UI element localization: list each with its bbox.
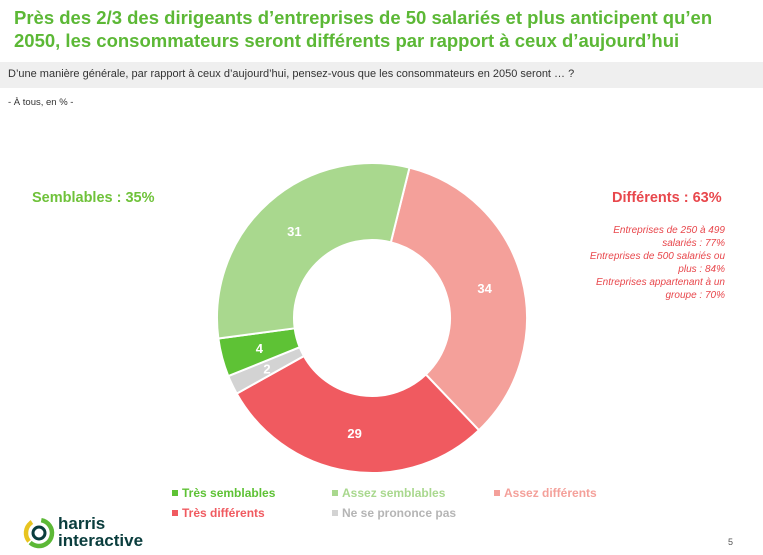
- donut-slice-assez-différents: [389, 166, 528, 432]
- note-line: Entreprises de 500 salariés ou: [589, 251, 725, 262]
- logo-text: harris interactive: [58, 515, 143, 549]
- data-label-ne-se-prononce-pas: 2: [263, 361, 270, 376]
- logo-line-1: harris: [58, 514, 106, 533]
- note-line: salariés : 77%: [662, 238, 725, 249]
- base-text: - À tous, en % -: [8, 97, 74, 108]
- legend-swatch: [332, 489, 338, 496]
- question-band: [0, 62, 763, 88]
- note-line: groupe : 70%: [665, 290, 726, 301]
- note-line: Entreprises de 250 à 499: [613, 225, 725, 236]
- donut-slice-assez-semblables: [216, 162, 411, 340]
- harris-logo-icon: [23, 517, 55, 549]
- data-label-très-différents: 29: [347, 426, 361, 441]
- note-line: Entreprises appartenant à un: [596, 277, 725, 288]
- note-line: plus : 84%: [678, 264, 725, 275]
- differents-summary: Différents : 63%: [612, 190, 722, 206]
- donut-slice-très-différents: [235, 354, 481, 474]
- legend-swatch: [332, 509, 338, 516]
- page-title: Près des 2/3 des dirigeants d’entreprise…: [14, 7, 713, 51]
- legend-swatch: [494, 489, 500, 496]
- differents-notes: Entreprises de 250 à 499 salariés : 77% …: [545, 224, 725, 302]
- legend-label: Assez différents: [504, 486, 597, 500]
- page-number: 5: [728, 537, 734, 547]
- legend-label: Très différents: [182, 506, 265, 520]
- data-label-très-semblables: 4: [256, 341, 264, 356]
- legend-swatch: [172, 489, 178, 496]
- legend-label: Très semblables: [182, 486, 276, 500]
- legend-item-assez-semblables: Assez semblables: [332, 486, 445, 500]
- legend-label: Assez semblables: [342, 486, 446, 500]
- question-text: D’une manière générale, par rapport à ce…: [8, 68, 575, 80]
- semblables-summary: Semblables : 35%: [32, 190, 155, 206]
- legend-swatch: [172, 509, 178, 516]
- data-label-assez-semblables: 31: [287, 224, 301, 239]
- legend-item-tres-differents: Très différents: [172, 506, 265, 520]
- legend-item-ne-se-prononce-pas: Ne se prononce pas: [332, 506, 456, 520]
- logo-line-2: interactive: [58, 531, 144, 550]
- legend-item-tres-semblables: Très semblables: [172, 486, 275, 500]
- legend-item-assez-differents: Assez différents: [494, 486, 597, 500]
- data-label-assez-différents: 34: [477, 281, 492, 296]
- legend-label: Ne se prononce pas: [342, 506, 457, 520]
